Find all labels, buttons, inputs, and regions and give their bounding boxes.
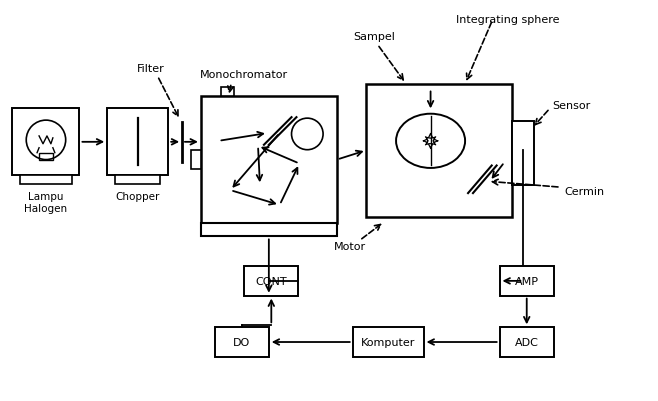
Text: Cermin: Cermin	[565, 186, 605, 196]
Bar	[513, 122, 534, 186]
Text: Sensor: Sensor	[552, 101, 590, 111]
Text: Filter: Filter	[137, 64, 164, 74]
Text: Monochromator: Monochromator	[200, 69, 288, 79]
Text: CONT: CONT	[255, 276, 287, 286]
Bar	[201, 223, 337, 237]
Bar	[201, 97, 337, 223]
Text: Komputer: Komputer	[361, 337, 415, 347]
Text: Integrating sphere: Integrating sphere	[456, 14, 559, 24]
Bar	[244, 266, 299, 296]
Text: Lampu
Halogen: Lampu Halogen	[24, 192, 68, 213]
Bar	[353, 327, 424, 357]
Bar	[191, 150, 201, 170]
Bar	[13, 109, 80, 176]
Bar	[499, 327, 554, 357]
Text: Sampel: Sampel	[353, 32, 395, 42]
Bar	[220, 87, 234, 97]
Bar	[39, 153, 53, 160]
Text: Chopper: Chopper	[116, 192, 160, 202]
Bar	[215, 327, 269, 357]
Bar	[367, 85, 513, 217]
Text: ADC: ADC	[515, 337, 539, 347]
Bar	[107, 109, 168, 176]
Text: Motor: Motor	[334, 242, 366, 252]
Text: DO: DO	[233, 337, 250, 347]
Bar	[499, 266, 554, 296]
Bar	[115, 176, 161, 185]
Bar	[20, 176, 72, 185]
Text: AMP: AMP	[515, 276, 539, 286]
